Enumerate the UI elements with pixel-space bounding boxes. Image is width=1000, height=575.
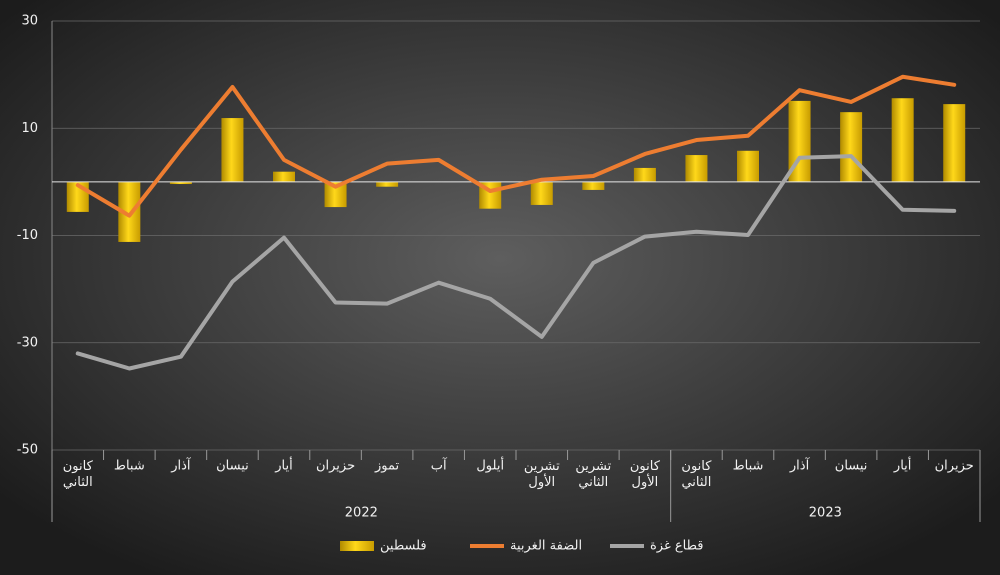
line: [75, 154, 957, 371]
legend-label: قطاع غزة: [650, 539, 704, 554]
label-line: كانون: [681, 459, 712, 474]
x-tick-label: حزيران: [316, 459, 355, 474]
bar: [737, 150, 759, 182]
y-tick-label: 30: [21, 14, 38, 29]
bar: [221, 118, 244, 182]
bar: [582, 181, 605, 190]
label-line: الثاني: [681, 475, 711, 490]
label-line: كانون: [630, 459, 661, 474]
x-tick-label: أيار: [893, 457, 911, 474]
bar: [788, 100, 811, 182]
x-tick-label: كانون الثاني: [63, 459, 94, 490]
x-tick-label: آب: [431, 457, 448, 474]
line: [75, 74, 957, 218]
bar: [633, 167, 656, 182]
label-line: الثاني: [578, 475, 608, 490]
bar: [891, 98, 914, 182]
x-tick-label: تشرين الثاني: [575, 459, 611, 490]
bar: [324, 181, 347, 208]
bar: [273, 171, 295, 182]
group-label: 2022: [345, 506, 378, 521]
group-label: 2023: [809, 506, 842, 521]
x-tick-label: آذار: [789, 457, 811, 474]
x-tick-label: كانون الثاني: [681, 459, 712, 490]
label-line: كانون: [63, 459, 94, 474]
x-tick-label: نيسان: [835, 459, 868, 474]
y-tick-label: -50: [17, 443, 38, 458]
x-tick-label: آذار: [170, 457, 192, 474]
bar: [118, 181, 141, 242]
y-tick-label: -10: [17, 228, 38, 243]
label-line: الأول: [632, 473, 659, 490]
x-tick-label: تموز: [374, 459, 400, 474]
bar: [376, 181, 399, 187]
label-line: الثاني: [63, 475, 93, 490]
legend-swatch: [340, 541, 374, 551]
x-tick-label: تشرين الأول: [524, 459, 560, 490]
x-tick-label: أيار: [274, 457, 292, 474]
legend-label: الضفة الغربية: [510, 539, 582, 554]
legend-label: فلسطين: [380, 539, 427, 554]
bar: [685, 155, 708, 182]
x-tick-label: نيسان: [216, 459, 249, 474]
y-tick-label: 10: [21, 121, 38, 136]
y-tick-label: -30: [17, 335, 38, 350]
bar: [169, 181, 192, 185]
x-tick-label: أيلول: [476, 457, 504, 474]
label-line: تشرين: [575, 459, 611, 474]
x-tick-label: حزيران: [935, 459, 974, 474]
x-tick-label: شباط: [114, 459, 145, 474]
label-line: الأول: [528, 473, 555, 490]
bar: [840, 112, 863, 182]
bar: [943, 104, 966, 182]
x-tick-label: شباط: [733, 459, 764, 474]
label-line: تشرين: [524, 459, 560, 474]
bar: [530, 181, 553, 205]
x-tick-label: كانون الأول: [630, 459, 661, 490]
